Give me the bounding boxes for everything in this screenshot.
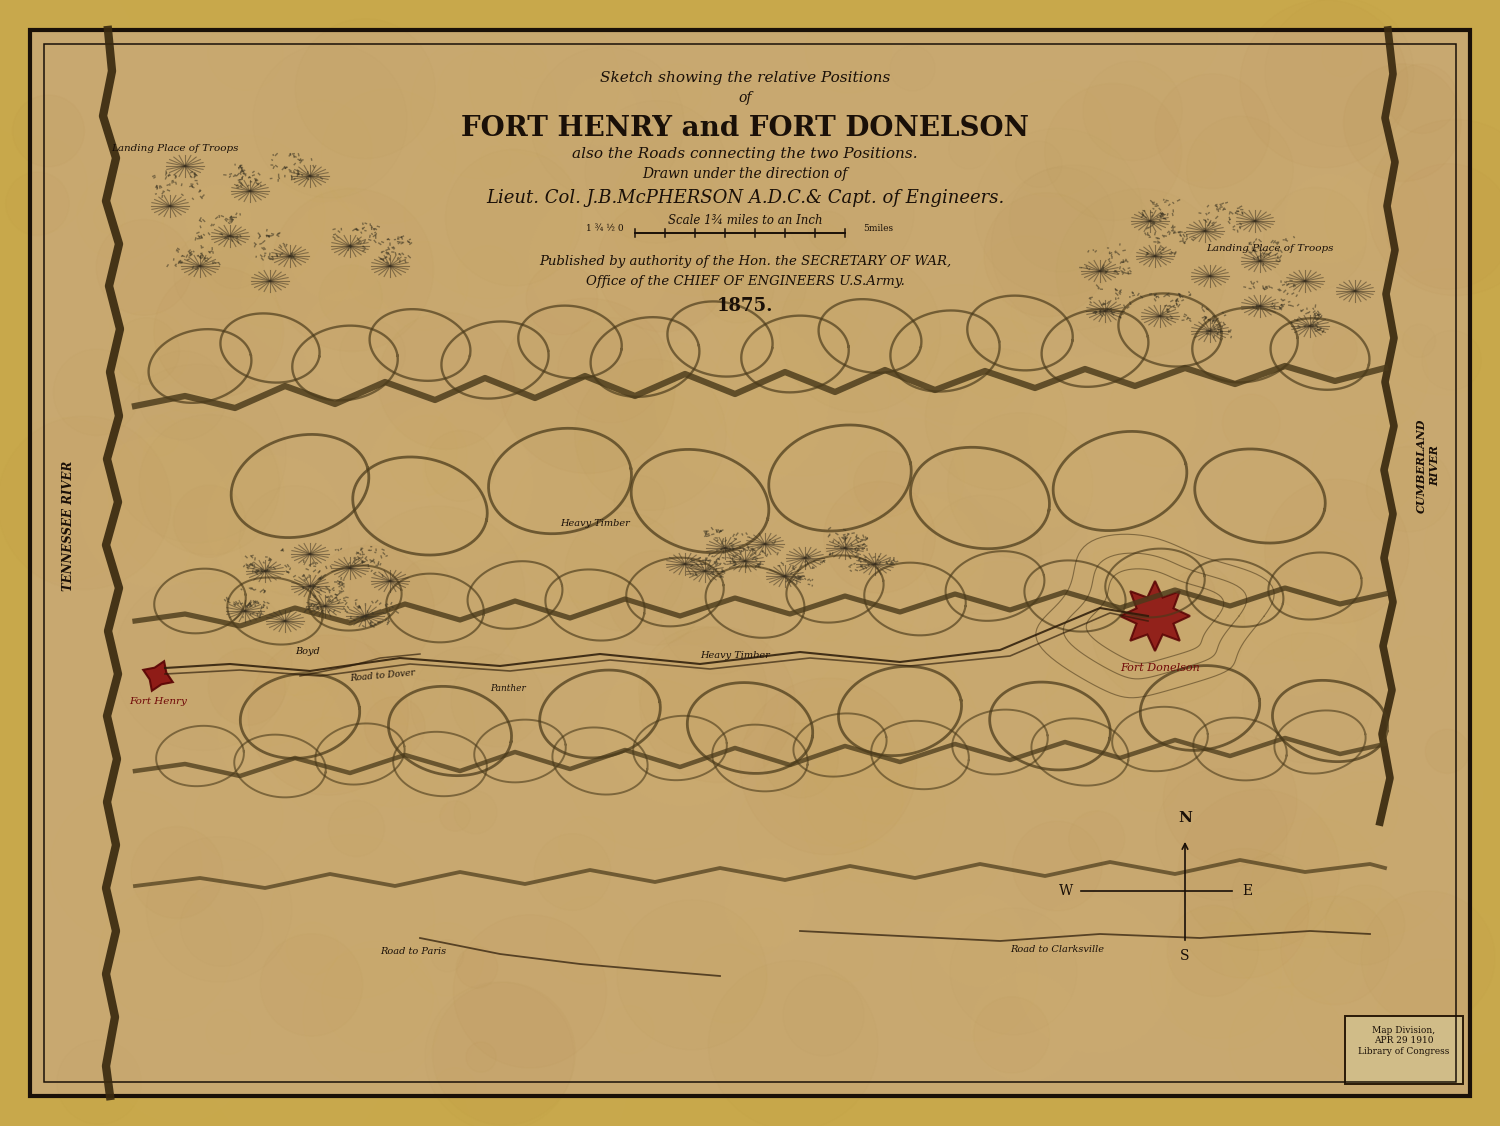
Text: W: W bbox=[1059, 884, 1072, 899]
Text: Landing Place of Troops: Landing Place of Troops bbox=[1206, 244, 1334, 253]
Text: 5miles: 5miles bbox=[862, 224, 892, 233]
Text: also the Roads connecting the two Positions.: also the Roads connecting the two Positi… bbox=[572, 148, 918, 161]
Text: Scale 1¾ miles to an Inch: Scale 1¾ miles to an Inch bbox=[668, 214, 822, 227]
Text: Fort Henry: Fort Henry bbox=[129, 697, 188, 706]
Text: Published by authority of the Hon. the SECRETARY OF WAR,: Published by authority of the Hon. the S… bbox=[538, 254, 951, 268]
Bar bbox=[1346, 1016, 1462, 1084]
Polygon shape bbox=[142, 661, 172, 690]
Text: Map Division,
APR 29 1910
Library of Congress: Map Division, APR 29 1910 Library of Con… bbox=[1359, 1026, 1449, 1056]
Text: Lieut. Col. J.B.McPHERSON A.D.C.& Capt. of Engineers.: Lieut. Col. J.B.McPHERSON A.D.C.& Capt. … bbox=[486, 189, 1004, 207]
Text: CUMBERLAND
RIVER: CUMBERLAND RIVER bbox=[1416, 419, 1440, 513]
Text: Landing Place of Troops: Landing Place of Troops bbox=[111, 144, 238, 153]
Text: E: E bbox=[1242, 884, 1252, 899]
Text: Road to Paris: Road to Paris bbox=[380, 947, 446, 956]
Text: N: N bbox=[1178, 811, 1192, 825]
Text: Office of the CHIEF OF ENGINEERS U.S.Army.: Office of the CHIEF OF ENGINEERS U.S.Arm… bbox=[585, 275, 904, 287]
Text: S: S bbox=[1180, 949, 1190, 963]
Text: Fort Donelson: Fort Donelson bbox=[1120, 663, 1200, 673]
Polygon shape bbox=[1120, 581, 1190, 651]
Text: Road to Clarksville: Road to Clarksville bbox=[1010, 945, 1104, 954]
Text: Heavy Timber: Heavy Timber bbox=[560, 519, 630, 528]
Text: 1875.: 1875. bbox=[717, 297, 774, 315]
Text: 1 ¾ ½ 0: 1 ¾ ½ 0 bbox=[586, 224, 624, 233]
Text: of: of bbox=[738, 91, 752, 105]
Polygon shape bbox=[30, 30, 1470, 1096]
Text: Road to Dover: Road to Dover bbox=[350, 669, 416, 683]
Text: Sketch showing the relative Positions: Sketch showing the relative Positions bbox=[600, 71, 890, 84]
Text: Boyd: Boyd bbox=[296, 647, 320, 656]
Text: TENNESSEE RIVER: TENNESSEE RIVER bbox=[62, 461, 75, 591]
Text: Heavy Timber: Heavy Timber bbox=[700, 651, 770, 660]
Text: Drawn under the direction of: Drawn under the direction of bbox=[642, 167, 848, 181]
Text: FORT HENRY and FORT DONELSON: FORT HENRY and FORT DONELSON bbox=[460, 115, 1029, 142]
Text: Panther: Panther bbox=[490, 683, 525, 692]
